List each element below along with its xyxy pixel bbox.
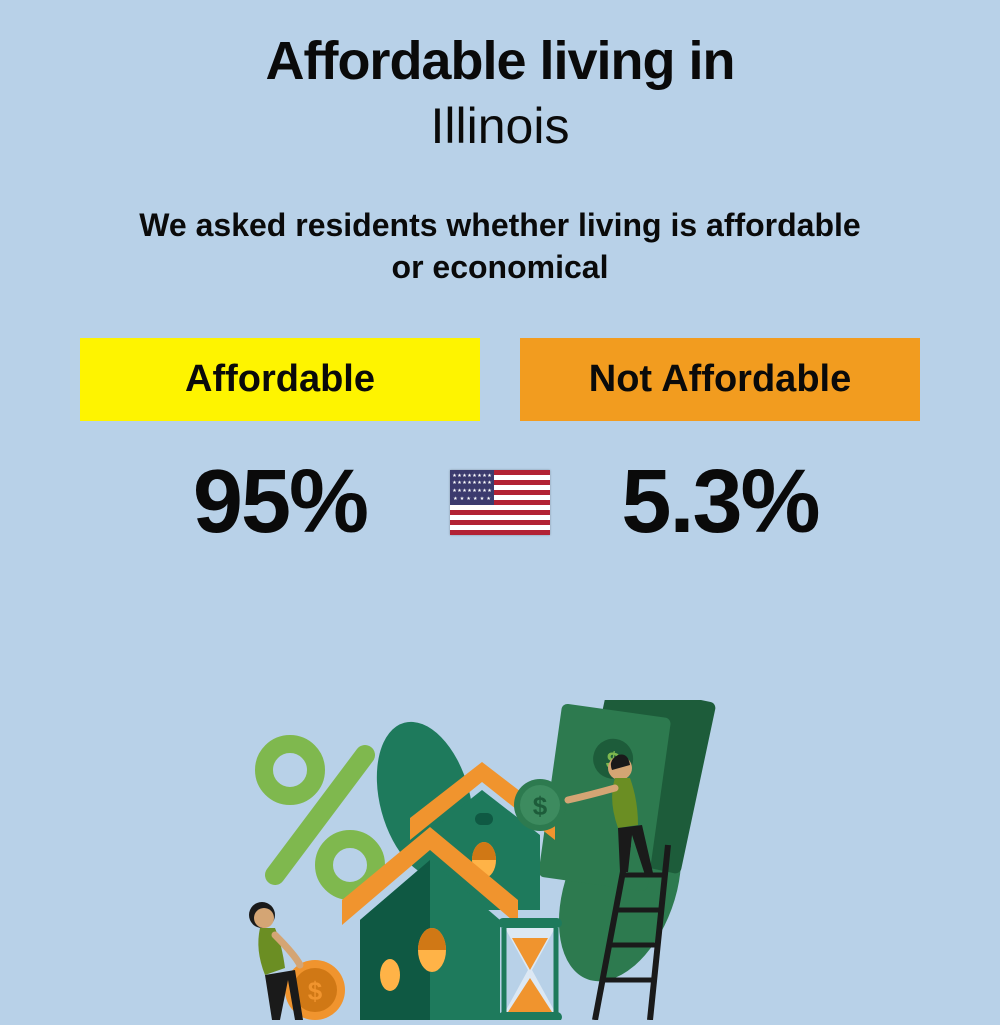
coin-slot-icon: $ (514, 779, 566, 831)
subtitle: We asked residents whether living is aff… (120, 205, 880, 288)
labels-row: Affordable Not Affordable (60, 338, 940, 421)
infographic-container: Affordable living in Illinois We asked r… (0, 0, 1000, 1000)
affordable-value: 95% (140, 451, 420, 554)
title-line1: Affordable living in (265, 30, 734, 92)
title-line2: Illinois (431, 97, 570, 155)
not-affordable-value: 5.3% (580, 451, 860, 554)
hourglass-icon (498, 918, 562, 1020)
svg-text:$: $ (533, 791, 548, 821)
affordable-label-box: Affordable (80, 338, 480, 421)
svg-text:$: $ (308, 976, 323, 1006)
stats-row: 95% ★★★★★★★★★★★★★★★★★★★★★★★★★★★★★★ 5.3% (60, 451, 940, 554)
affordable-label: Affordable (185, 358, 375, 400)
not-affordable-label: Not Affordable (589, 358, 851, 400)
not-affordable-label-box: Not Affordable (520, 338, 920, 421)
percent-icon (264, 744, 376, 891)
housing-money-illustration: $ $ (200, 700, 800, 1020)
person-left-icon: $ (249, 902, 345, 1020)
usa-flag-icon: ★★★★★★★★★★★★★★★★★★★★★★★★★★★★★★ (450, 470, 550, 535)
